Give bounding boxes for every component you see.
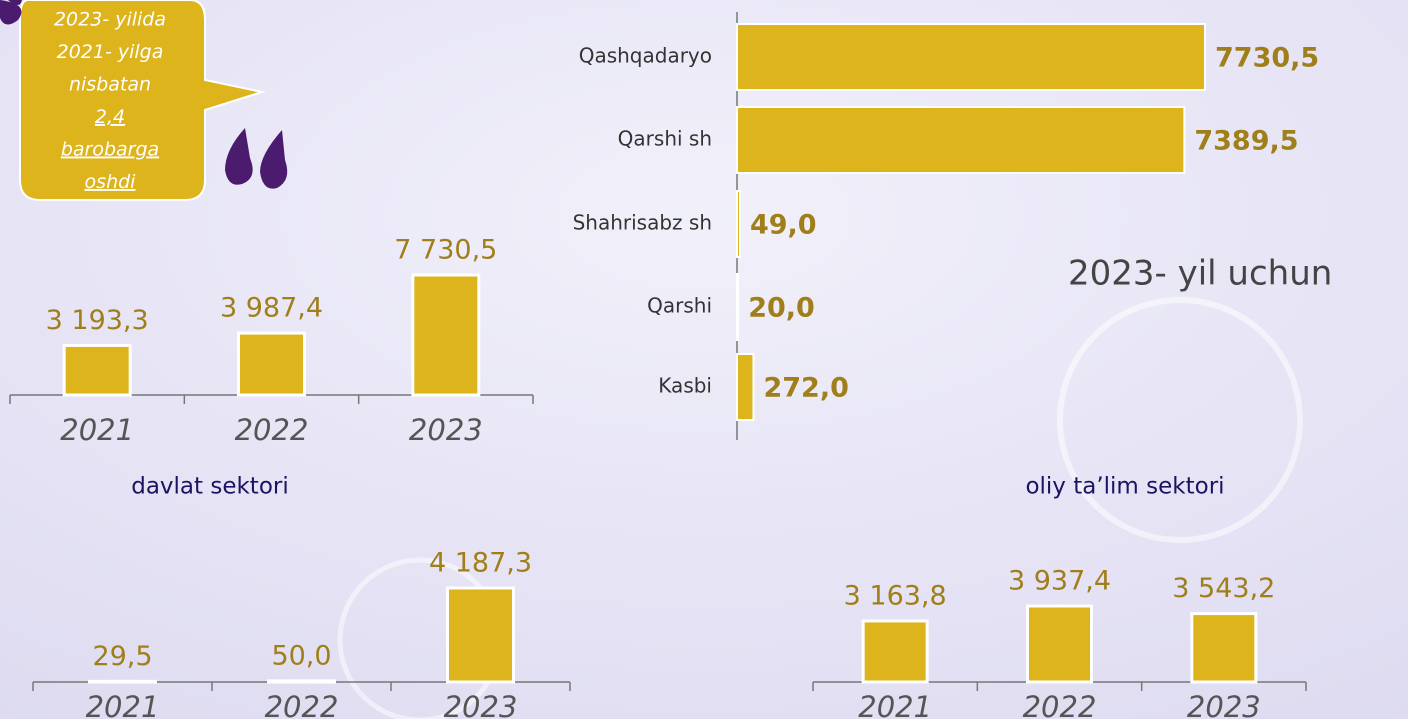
value-label: 3 987,4 — [220, 293, 323, 324]
callout-text: barobarga — [61, 139, 159, 161]
x-tick-label: 2022 — [265, 690, 339, 719]
value-label: 7730,5 — [1215, 43, 1319, 74]
callout-text: nisbatan — [69, 74, 151, 96]
value-label: 272,0 — [763, 373, 848, 404]
value-label: 4 187,3 — [429, 548, 532, 579]
value-label: 29,5 — [92, 641, 152, 672]
drop — [8, 0, 22, 5]
bar — [1026, 604, 1093, 684]
bar — [736, 106, 1186, 174]
value-label: 3 543,2 — [1172, 573, 1275, 604]
chart-title: davlat sektori — [131, 474, 289, 500]
callout-text: oshdi — [85, 171, 137, 193]
decor-bubble — [1057, 297, 1303, 543]
bar — [62, 343, 132, 397]
value-label: 3 937,4 — [1008, 566, 1111, 597]
callout — [0, 0, 288, 201]
callout-text: 2023- yilida — [54, 9, 166, 31]
bar — [1190, 612, 1258, 684]
x-tick-label: 2021 — [60, 413, 134, 447]
bar — [88, 679, 157, 684]
annotation: 2023- yil uchun — [1068, 254, 1332, 294]
x-tick-label: 2023 — [1187, 690, 1261, 719]
x-tick-label: 2022 — [235, 413, 309, 447]
bar — [267, 679, 336, 684]
value-label: 49,0 — [750, 210, 817, 241]
bar — [736, 353, 755, 421]
x-tick-label: 2021 — [858, 690, 932, 719]
bar — [237, 331, 306, 397]
bar — [736, 190, 741, 258]
x-tick-label: 2022 — [1023, 690, 1097, 719]
callout-text: 2,4 — [95, 106, 125, 128]
bar — [411, 273, 481, 397]
x-tick-label: 2023 — [409, 413, 483, 447]
category-label: Qarshi sh — [618, 127, 712, 151]
x-tick-label: 2023 — [444, 690, 518, 719]
category-label: Kasbi — [658, 374, 712, 398]
value-label: 3 163,8 — [844, 580, 947, 611]
bar — [736, 23, 1206, 91]
category-label: Qashqadaryo — [579, 44, 712, 68]
value-label: 50,0 — [271, 640, 331, 671]
value-label: 7389,5 — [1194, 126, 1298, 157]
drop — [225, 128, 253, 185]
drop — [0, 0, 22, 25]
value-label: 3 193,3 — [46, 305, 149, 336]
x-tick-label: 2021 — [86, 690, 160, 719]
callout-text: 2021- yilga — [57, 41, 164, 63]
bar — [446, 586, 515, 684]
category-label: Qarshi — [647, 294, 712, 318]
category-label: Shahrisabz sh — [573, 211, 712, 235]
bar — [861, 619, 929, 684]
value-label: 20,0 — [748, 293, 815, 324]
drop — [260, 130, 288, 189]
chart-title: oliy ta’lim sektori — [1025, 474, 1224, 500]
value-label: 7 730,5 — [394, 235, 497, 266]
bar — [736, 273, 740, 341]
